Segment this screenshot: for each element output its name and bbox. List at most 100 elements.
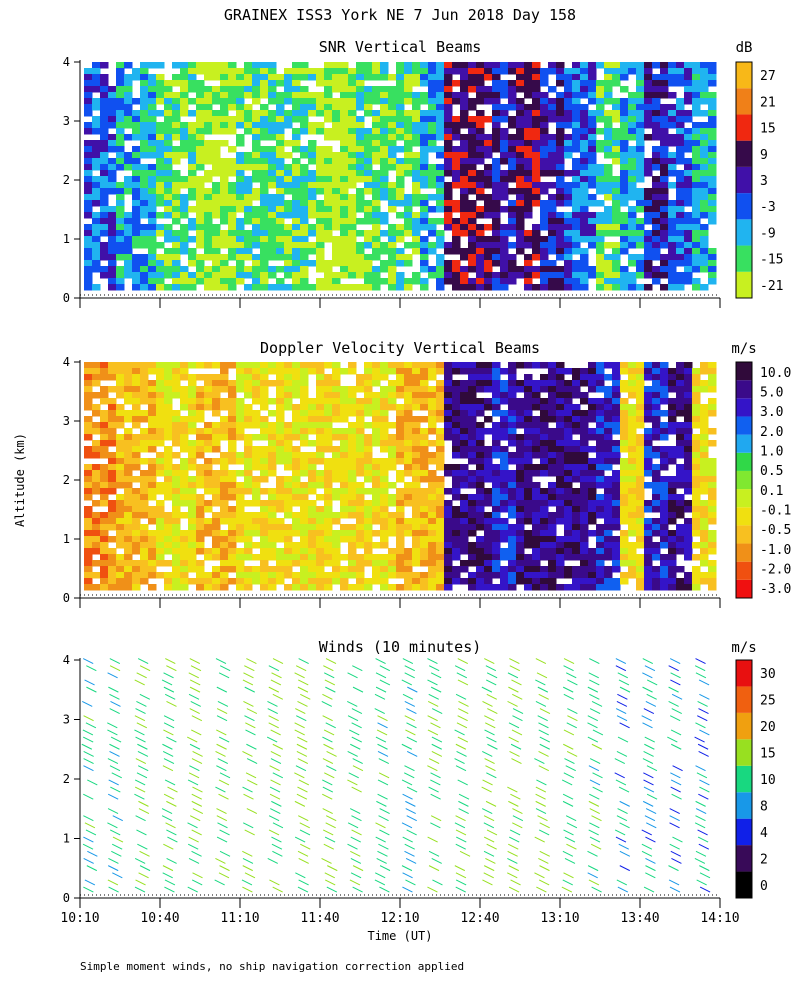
heatmap-cell (700, 86, 709, 93)
heatmap-cell (460, 194, 469, 201)
heatmap-cell (404, 80, 413, 87)
heatmap-cell (92, 248, 101, 255)
heatmap-cell (92, 524, 101, 531)
heatmap-cell (556, 242, 565, 249)
heatmap-cell (460, 104, 469, 111)
heatmap-cell (460, 122, 469, 129)
heatmap-cell (596, 416, 605, 423)
heatmap-cell (612, 272, 621, 279)
heatmap-cell (644, 68, 653, 75)
heatmap-cell (628, 110, 637, 117)
heatmap-cell (204, 122, 213, 129)
heatmap-cell (604, 254, 613, 261)
heatmap-cell (236, 566, 245, 573)
heatmap-cell (436, 242, 445, 249)
heatmap-cell (324, 146, 333, 153)
heatmap-cell (532, 548, 541, 555)
heatmap-cell (604, 398, 613, 405)
heatmap-cell (452, 578, 461, 585)
heatmap-cell (148, 476, 157, 483)
heatmap-cell (684, 98, 693, 105)
heatmap-cell (324, 554, 333, 561)
heatmap-cell (492, 254, 501, 261)
heatmap-cell (484, 200, 493, 207)
heatmap-cell (492, 104, 501, 111)
heatmap-cell (492, 440, 501, 447)
heatmap-cell (156, 428, 165, 435)
heatmap-cell (676, 104, 685, 111)
heatmap-cell (108, 134, 117, 141)
heatmap-cell (140, 524, 149, 531)
heatmap-cell (268, 554, 277, 561)
heatmap-cell (140, 116, 149, 123)
heatmap-cell (236, 584, 245, 591)
heatmap-cell (436, 578, 445, 585)
heatmap-cell (332, 236, 341, 243)
heatmap-cell (420, 260, 429, 267)
heatmap-cell (300, 494, 309, 501)
heatmap-cell (324, 278, 333, 285)
heatmap-cell (628, 530, 637, 537)
heatmap-cell (300, 530, 309, 537)
heatmap-cell (180, 200, 189, 207)
heatmap-cell (188, 380, 197, 387)
heatmap-cell (508, 488, 517, 495)
heatmap-cell (172, 248, 181, 255)
heatmap-cell (540, 434, 549, 441)
heatmap-cell (276, 104, 285, 111)
heatmap-cell (540, 140, 549, 147)
heatmap-cell (172, 572, 181, 579)
heatmap-cell (692, 164, 701, 171)
heatmap-cell (620, 134, 629, 141)
heatmap-cell (652, 428, 661, 435)
heatmap-cell (604, 218, 613, 225)
heatmap-cell (484, 236, 493, 243)
heatmap-cell (420, 164, 429, 171)
heatmap-cell (308, 578, 317, 585)
heatmap-cell (372, 278, 381, 285)
heatmap-cell (108, 188, 117, 195)
heatmap-cell (212, 194, 221, 201)
heatmap-cell (556, 194, 565, 201)
heatmap-cell (468, 542, 477, 549)
heatmap-cell (564, 476, 573, 483)
heatmap-cell (412, 488, 421, 495)
heatmap-cell (612, 578, 621, 585)
heatmap-cell (244, 410, 253, 417)
heatmap-cell (540, 170, 549, 177)
heatmap-cell (572, 98, 581, 105)
heatmap-cell (620, 218, 629, 225)
heatmap-cell (196, 146, 205, 153)
heatmap-cell (100, 410, 109, 417)
heatmap-cell (292, 452, 301, 459)
heatmap-cell (164, 548, 173, 555)
heatmap-cell (652, 386, 661, 393)
heatmap-cell (484, 74, 493, 81)
heatmap-cell (580, 74, 589, 81)
heatmap-cell (660, 224, 669, 231)
heatmap-cell (484, 512, 493, 519)
heatmap-cell (92, 236, 101, 243)
heatmap-cell (364, 134, 373, 141)
heatmap-cell (172, 98, 181, 105)
heatmap-cell (628, 68, 637, 75)
heatmap-cell (332, 80, 341, 87)
heatmap-cell (148, 92, 157, 99)
heatmap-cell (388, 122, 397, 129)
heatmap-cell (332, 284, 341, 291)
heatmap-cell (380, 86, 389, 93)
heatmap-cell (508, 146, 517, 153)
heatmap-cell (340, 200, 349, 207)
heatmap-cell (92, 140, 101, 147)
heatmap-cell (156, 410, 165, 417)
heatmap-cell (468, 170, 477, 177)
heatmap-cell (628, 158, 637, 165)
heatmap-cell (524, 458, 533, 465)
heatmap-cell (572, 554, 581, 561)
heatmap-cell (404, 578, 413, 585)
heatmap-cell (284, 500, 293, 507)
heatmap-cell (612, 392, 621, 399)
heatmap-cell (572, 512, 581, 519)
heatmap-cell (548, 380, 557, 387)
heatmap-cell (292, 182, 301, 189)
